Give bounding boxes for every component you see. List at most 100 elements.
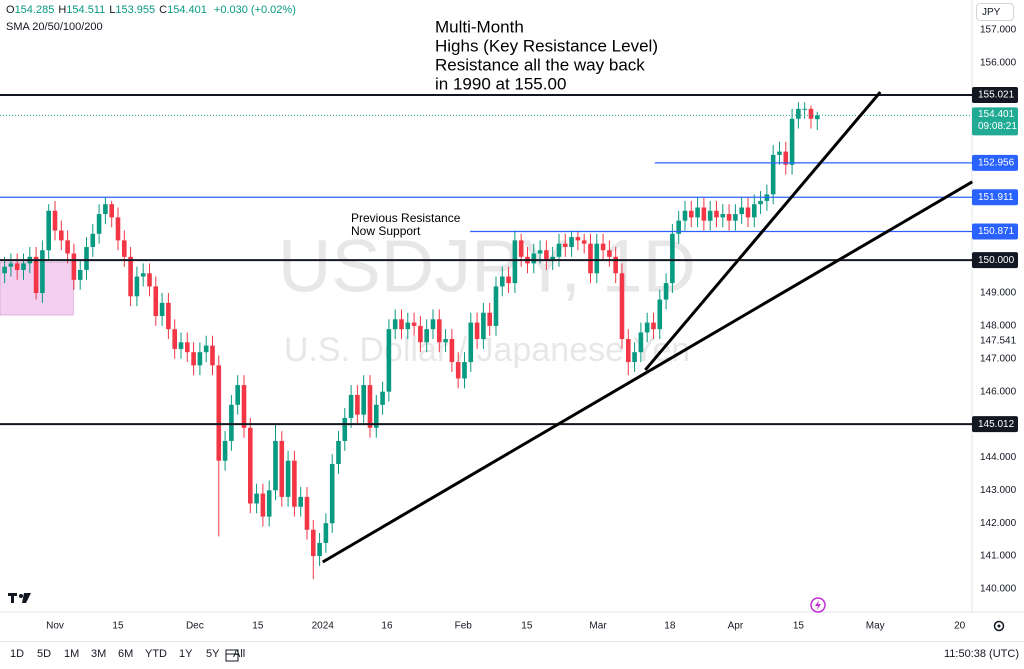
lightning-icon[interactable] (810, 597, 826, 613)
ohlc-value: 153.955 (115, 4, 156, 16)
candle-body (266, 490, 272, 517)
candle-body (361, 385, 366, 415)
candle-body (210, 345, 215, 366)
candle-body (663, 283, 669, 300)
calendar-icon[interactable] (224, 647, 240, 663)
candle-body (506, 276, 511, 284)
x-tick-label: 18 (664, 621, 676, 632)
candle-body (380, 391, 385, 405)
candle-body (739, 207, 744, 215)
range-button[interactable]: 1Y (179, 648, 193, 660)
candle-body (77, 269, 83, 280)
candle-body (424, 329, 429, 343)
candle-body (638, 332, 644, 353)
candle-body (770, 154, 776, 195)
level-label: 151.911 (978, 192, 1014, 203)
settings-icon[interactable] (993, 620, 1005, 632)
level-tag (972, 223, 1018, 240)
y-tick-label: 148.000 (980, 321, 1017, 332)
candle-body (588, 243, 593, 274)
watermark: USDJPY, 1D (278, 225, 696, 308)
candle-body (134, 276, 140, 297)
annotation: Now Support (351, 224, 421, 238)
range-button[interactable]: 5D (37, 648, 52, 660)
candle-body (726, 214, 732, 221)
level-label: 152.956 (978, 158, 1015, 169)
candle-body (688, 210, 694, 218)
y-tick-label: 157.000 (980, 25, 1017, 36)
candle-body (348, 394, 354, 418)
candle-body (65, 240, 70, 254)
ohlc-key: C (159, 4, 168, 16)
ohlc-key: O (6, 4, 15, 16)
candle-body (121, 240, 127, 257)
candle-body (153, 286, 159, 317)
level-label: 155.021 (978, 90, 1015, 101)
change: +0.030 (+0.02%) (213, 4, 296, 16)
logo (8, 593, 31, 603)
candle-body (531, 253, 537, 264)
clock: 11:50:38 (UTC) (944, 648, 1019, 660)
candle-body (8, 263, 14, 267)
ohlc-key: H (58, 4, 67, 16)
range-button[interactable]: All (233, 648, 246, 660)
candle-body (304, 496, 310, 530)
candle-body (701, 207, 707, 221)
candle-body (222, 440, 228, 461)
legend-header: O154.285 H154.511 L153.955 C154.401 +0.030 … (6, 4, 296, 38)
candle-body (216, 365, 222, 461)
candle-body (21, 263, 26, 270)
candle-body (802, 108, 807, 110)
range-button[interactable]: 5Y (206, 648, 220, 660)
candle-body (556, 243, 562, 257)
x-tick-label: May (866, 621, 885, 632)
y-tick-label: 147.000 (980, 353, 1017, 364)
candle-body (52, 210, 58, 231)
x-tick-label: Nov (46, 621, 64, 632)
candle-body (90, 233, 96, 247)
range-button[interactable]: YTD (145, 648, 167, 660)
level-tag (972, 189, 1018, 206)
candle-body (430, 319, 436, 330)
candle-body (235, 385, 240, 405)
candle-body (733, 214, 738, 221)
x-tick-label: 15 (521, 621, 533, 632)
candle-body (392, 319, 398, 330)
candle-body (607, 250, 612, 257)
trend-line (321, 180, 974, 564)
candle-body (569, 237, 574, 247)
range-button[interactable]: 1D (10, 648, 25, 660)
candle-body (493, 286, 499, 326)
candle-body (184, 342, 190, 353)
candle-body (789, 118, 795, 165)
candle-body (273, 440, 278, 491)
candle-body (103, 204, 108, 215)
candle-body (172, 329, 177, 349)
range-button[interactable]: 6M (118, 648, 134, 660)
range-button[interactable]: 1M (64, 648, 80, 660)
candle-body (418, 325, 423, 343)
candle-body (682, 210, 688, 221)
candle-body (720, 214, 726, 218)
y-tick-label: 147.541 (980, 336, 1017, 347)
y-tick-label: 156.000 (980, 57, 1017, 68)
candle-body (468, 322, 474, 363)
trend-line (644, 91, 882, 371)
candle-body (292, 460, 297, 507)
candle-body (714, 210, 719, 218)
range-button[interactable]: 3M (91, 648, 107, 660)
candle-body (128, 256, 133, 297)
candle-body (632, 352, 637, 363)
candle-body (796, 108, 801, 119)
candle-body (33, 256, 39, 293)
y-tick-label: 141.000 (980, 551, 1017, 562)
level-label: 150.000 (978, 255, 1015, 266)
candle-body (355, 394, 360, 415)
candle-body (336, 440, 341, 464)
candle-body (323, 523, 329, 543)
currency-button[interactable]: JPY (976, 3, 1014, 21)
candle-body (758, 200, 763, 205)
chart: USDJPY, 1D U.S. Dollar / Japanese Yen No… (0, 0, 1024, 632)
candle-body (449, 339, 455, 363)
x-tick-label: 2024 (312, 621, 335, 632)
